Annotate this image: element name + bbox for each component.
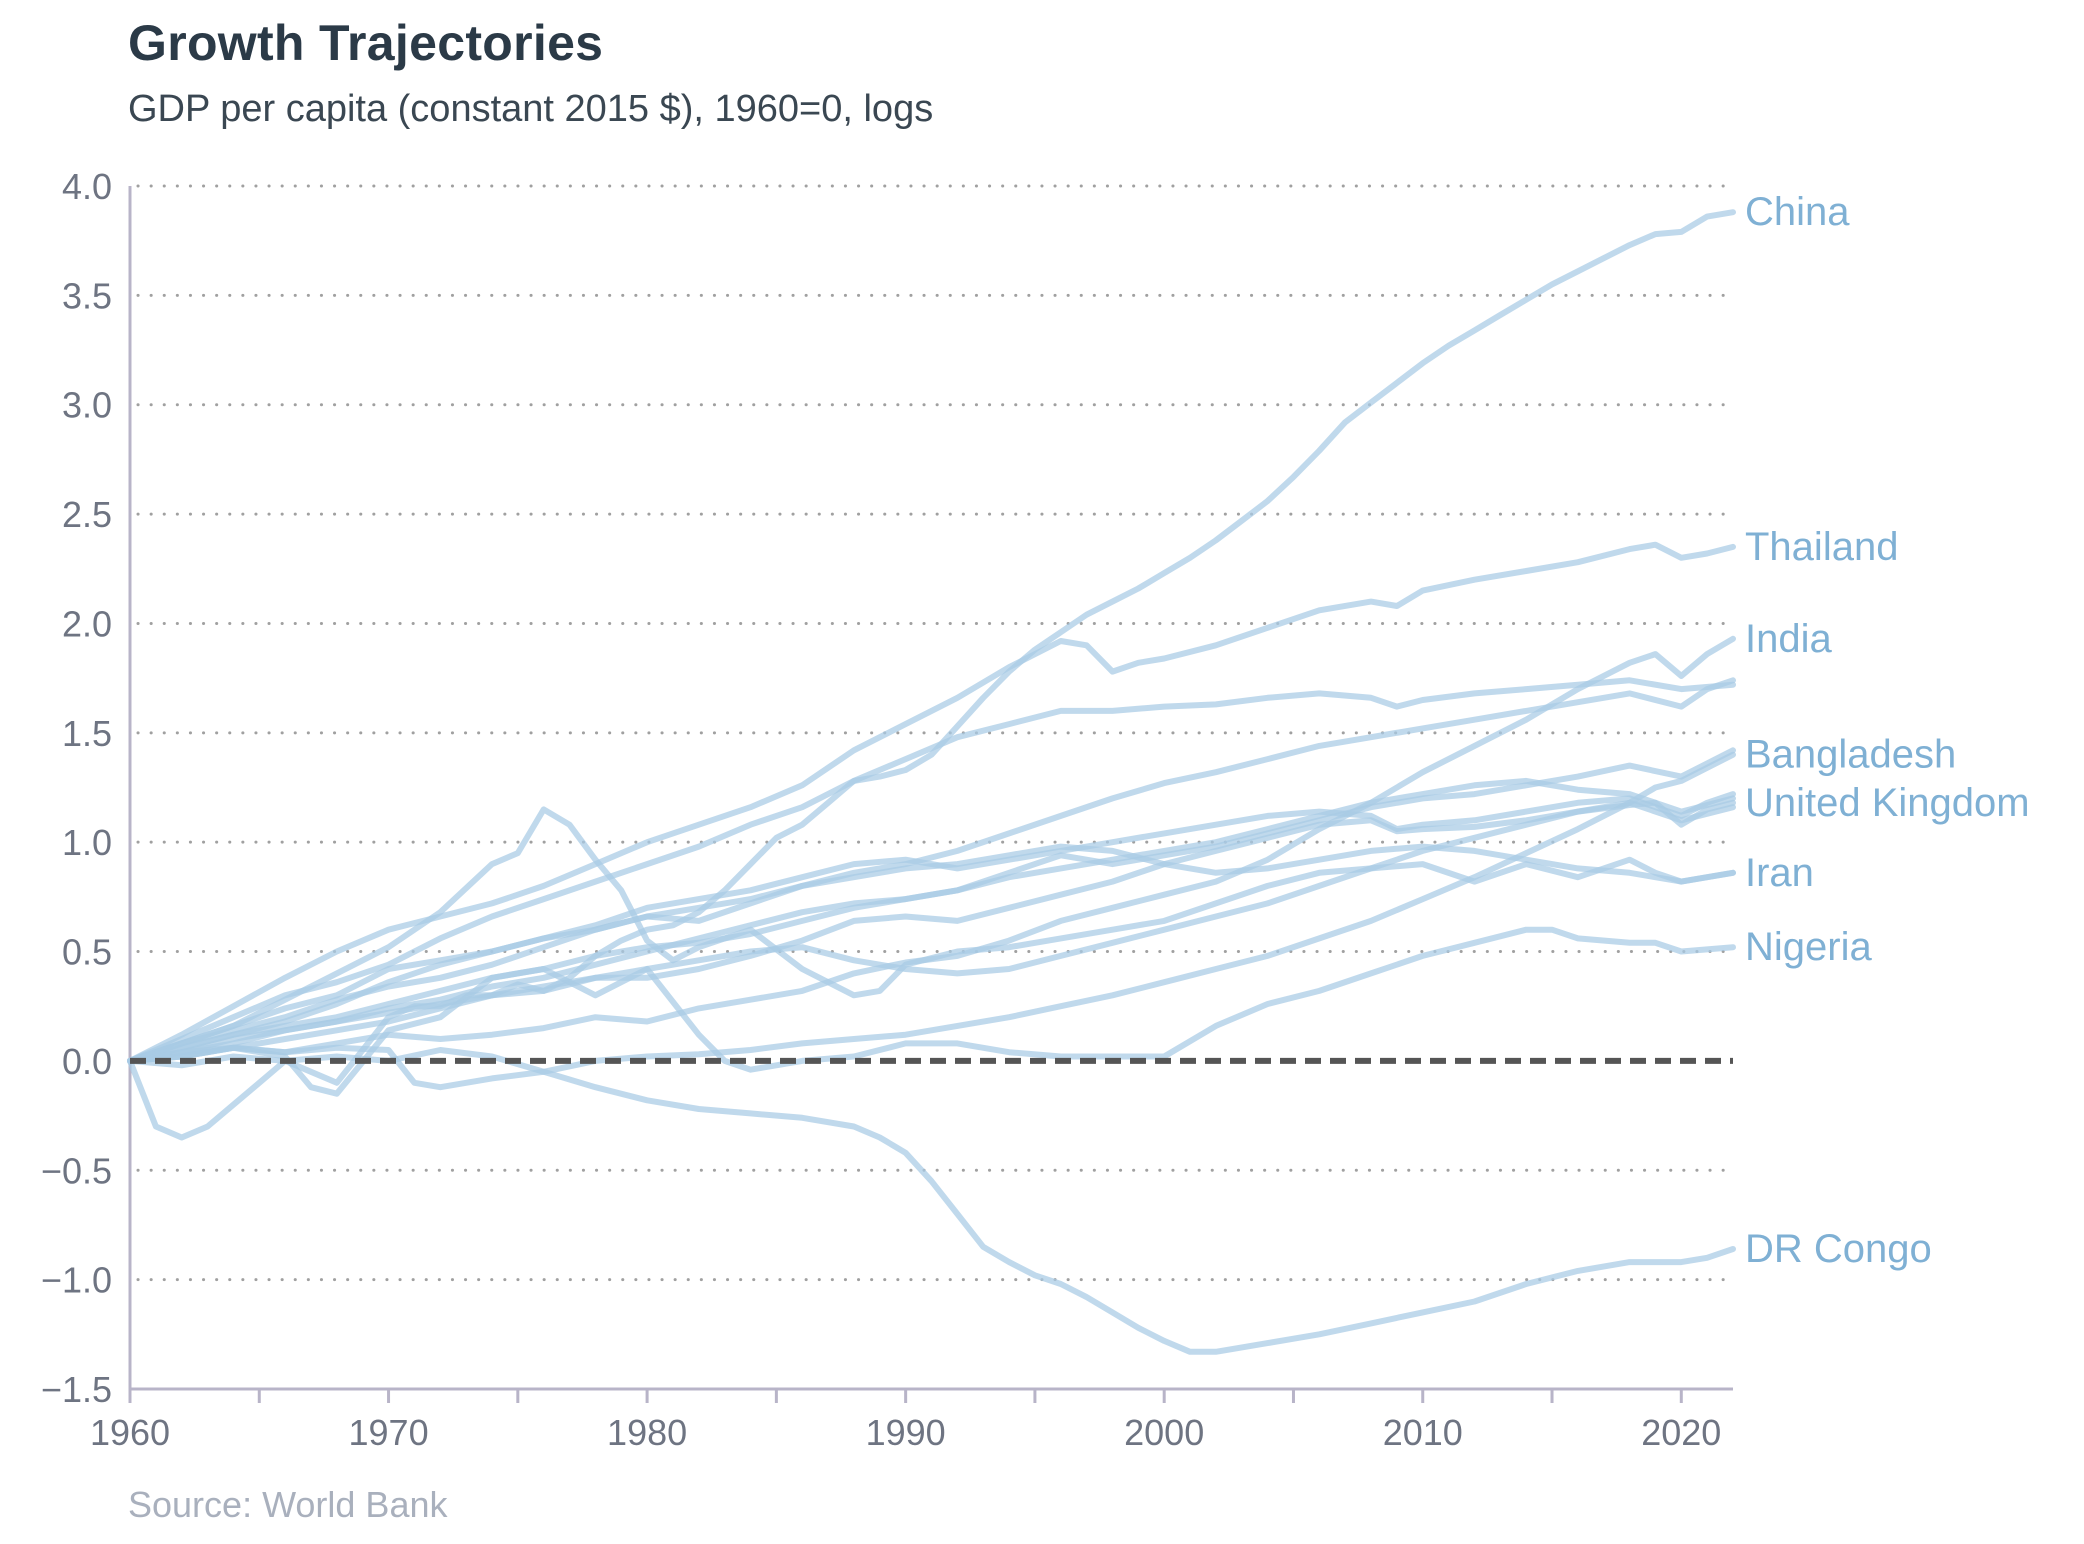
- series-line-iran: [127, 806, 1736, 1064]
- chart-title: Growth Trajectories: [128, 15, 604, 71]
- series-line-dr-congo: [127, 1047, 1736, 1355]
- series-label-china: China: [1745, 190, 1850, 234]
- y-tick-label: 4.0: [62, 166, 112, 207]
- series-line-nigeria: [127, 926, 1736, 1097]
- series-lines: [127, 209, 1736, 1355]
- series-line-unlabeled-9: [127, 677, 1736, 1064]
- x-tick-label: 1980: [607, 1412, 687, 1453]
- series-label-united-kingdom: United Kingdom: [1745, 781, 2030, 825]
- series-line-unlabeled-10: [127, 791, 1736, 1064]
- series-line-unlabeled-12: [127, 747, 1736, 1064]
- series-label-thailand: Thailand: [1745, 525, 1898, 569]
- series-line-unlabeled-8: [127, 677, 1736, 1064]
- y-tick-label: 0.0: [62, 1041, 112, 1082]
- x-tick-label: 1990: [866, 1412, 946, 1453]
- series-line-thailand: [127, 541, 1736, 1064]
- series-line-china: [127, 209, 1736, 1141]
- source-note: Source: World Bank: [128, 1484, 448, 1525]
- series-line-unlabeled-13: [127, 843, 1736, 1064]
- series-line-unlabeled-14: [127, 799, 1736, 1064]
- series-line-india: [127, 635, 1736, 1064]
- x-tick-label: 2000: [1124, 1412, 1204, 1453]
- x-tick-label: 2020: [1641, 1412, 1721, 1453]
- series-line-bangladesh: [127, 751, 1736, 1091]
- x-axis: 1960 1970 1980 1990 2000 2010 2020: [90, 1387, 1733, 1453]
- y-tick-label: 0.5: [62, 932, 112, 973]
- series-label-nigeria: Nigeria: [1745, 925, 1872, 969]
- chart-subtitle: GDP per capita (constant 2015 $), 1960=0…: [128, 88, 934, 130]
- y-tick-label: −0.5: [41, 1150, 112, 1191]
- y-tick-label: 1.0: [62, 822, 112, 863]
- y-tick-label: 3.0: [62, 385, 112, 426]
- x-tick-label: 2010: [1383, 1412, 1463, 1453]
- y-tick-label: 3.5: [62, 275, 112, 316]
- x-tick-label: 1970: [349, 1412, 429, 1453]
- y-tick-label: 1.5: [62, 713, 112, 754]
- grid-lines: [136, 184, 1735, 1391]
- y-tick-label: 2.0: [62, 603, 112, 644]
- y-tick-label: 2.5: [62, 494, 112, 535]
- y-axis: −1.5 −1.0 −0.5 0.0 0.5 1.0 1.5 2.0 2.5 3.0 3.5 4.0: [41, 166, 132, 1410]
- series-label-dr-congo: DR Congo: [1745, 1227, 1932, 1271]
- x-tick-label: 1960: [90, 1412, 170, 1453]
- series-label-india: India: [1745, 617, 1832, 661]
- y-tick-label: −1.5: [41, 1369, 112, 1410]
- y-tick-label: −1.0: [41, 1260, 112, 1301]
- series-label-bangladesh: Bangladesh: [1745, 733, 1956, 777]
- series-label-iran: Iran: [1745, 851, 1814, 895]
